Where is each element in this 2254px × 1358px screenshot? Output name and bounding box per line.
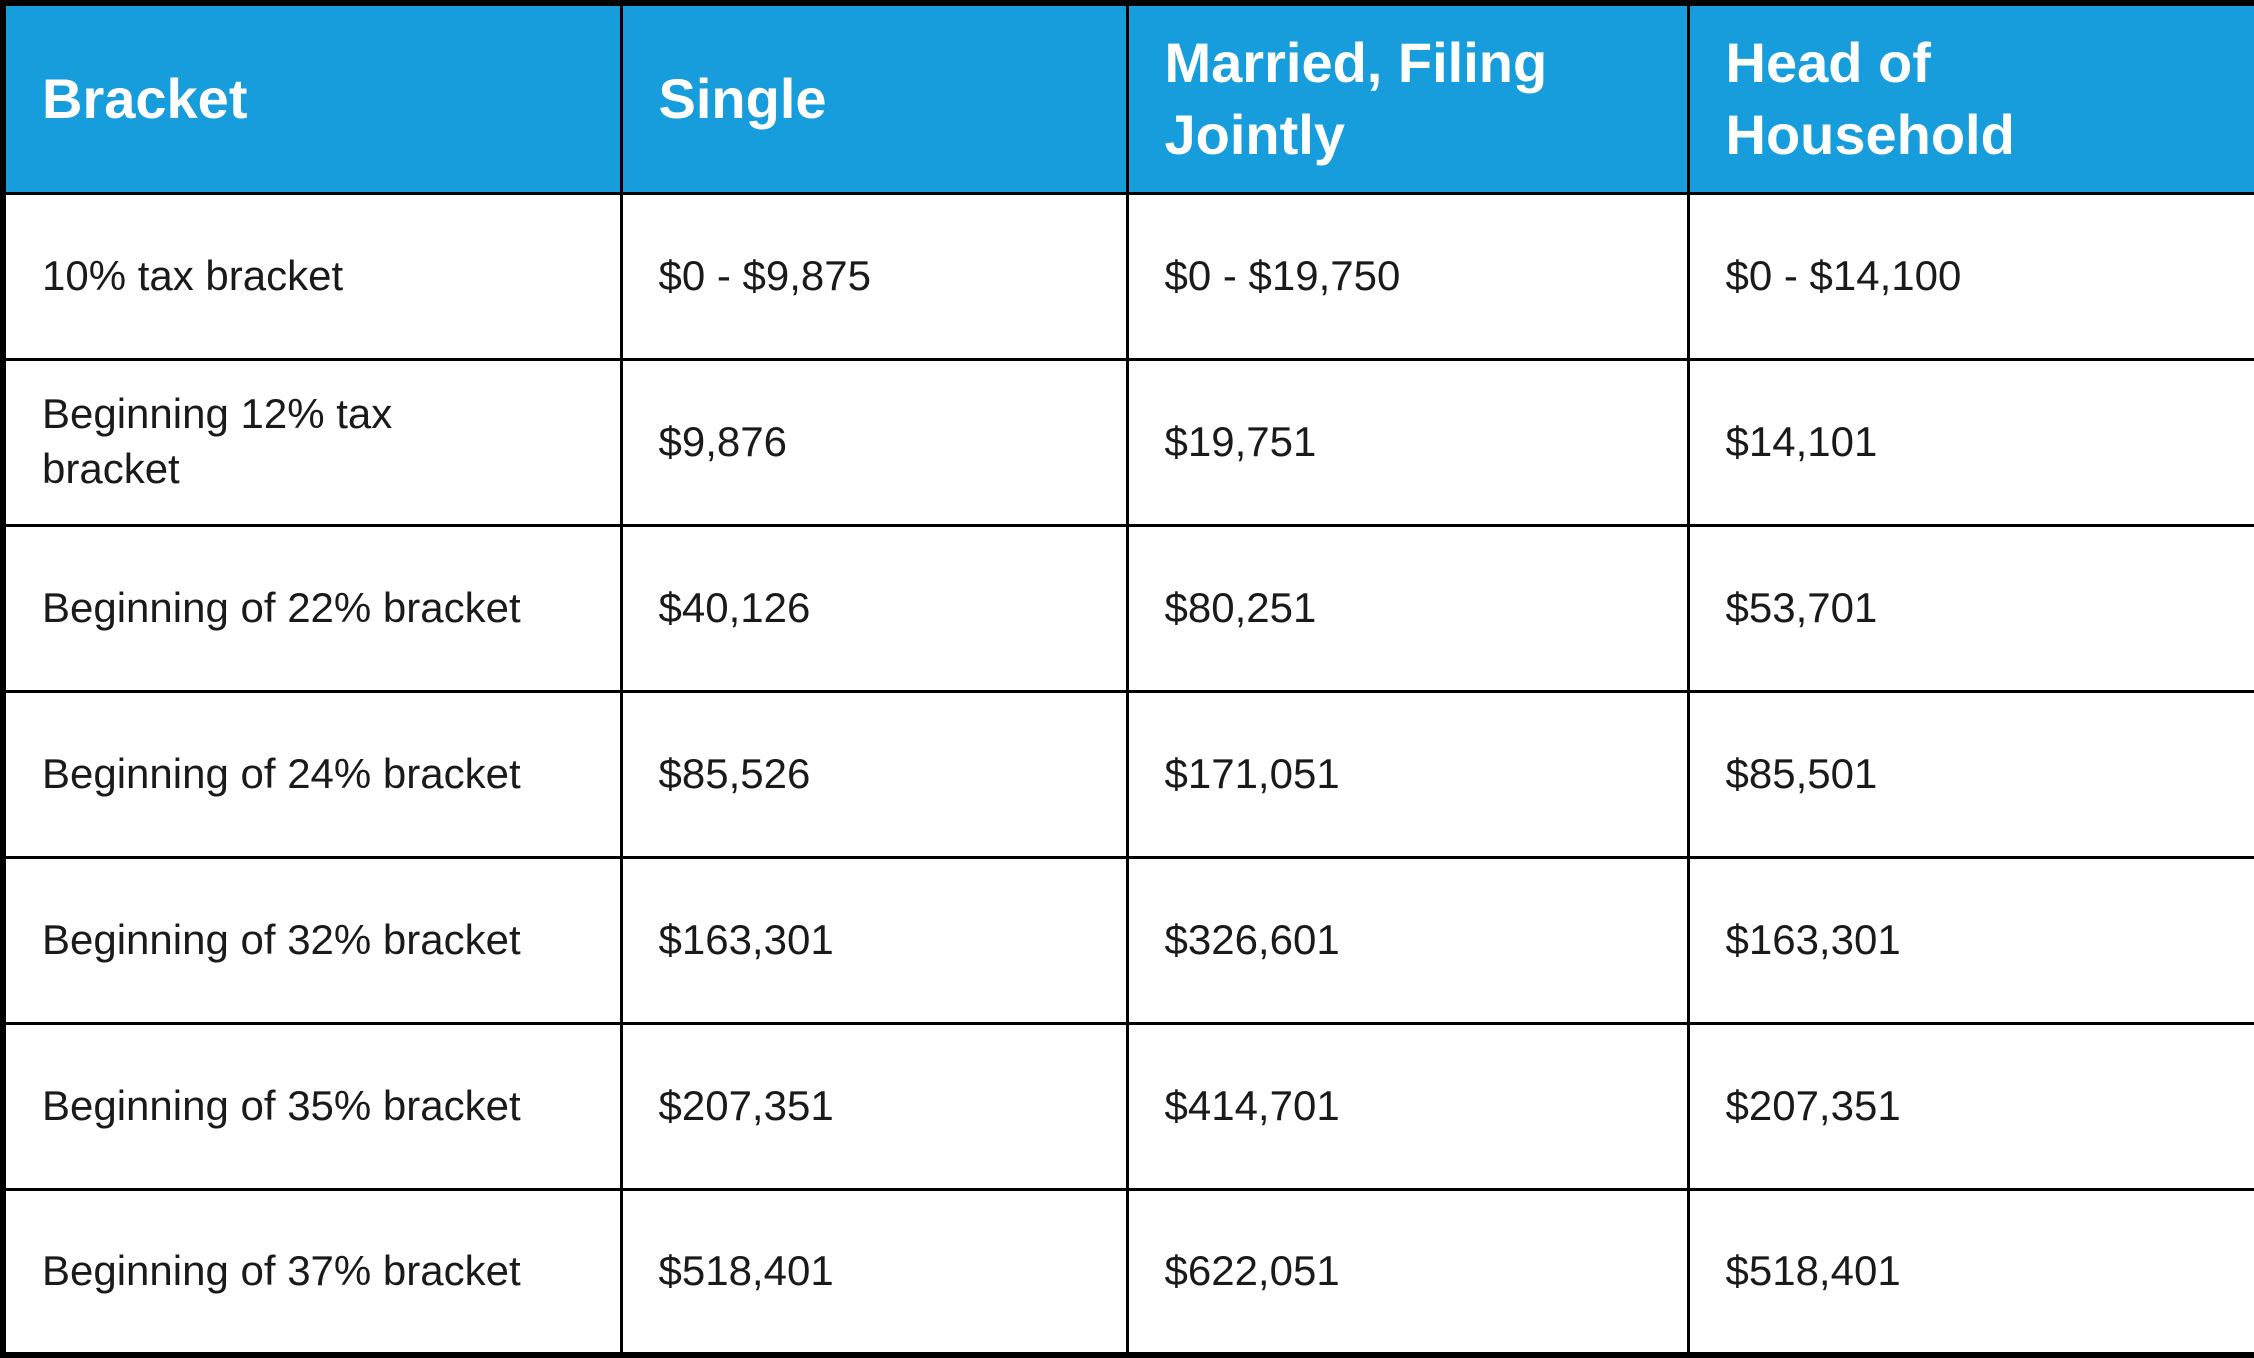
cell-bracket-label: Beginning of 37% bracket [1, 1187, 623, 1357]
table-row: Beginning of 24% bracket $85,526 $171,05… [1, 689, 2254, 859]
table-body: 10% tax bracket $0 - $9,875 $0 - $19,750… [1, 191, 2254, 1357]
cell-head-value: $163,301 [1686, 855, 2254, 1025]
cell-head-value: $207,351 [1686, 1021, 2254, 1191]
cell-bracket-label: Beginning 12% tax bracket [1, 357, 623, 527]
cell-bracket-label: 10% tax bracket [1, 191, 623, 361]
header-cell-bracket: Bracket [1, 1, 623, 195]
table-row: Beginning 12% tax bracket $9,876 $19,751… [1, 357, 2254, 527]
cell-head-value: $14,101 [1686, 357, 2254, 527]
cell-bracket-label: Beginning of 32% bracket [1, 855, 623, 1025]
cell-married-value: $19,751 [1125, 357, 1690, 527]
cell-head-value: $53,701 [1686, 523, 2254, 693]
cell-single-value: $40,126 [619, 523, 1129, 693]
cell-bracket-label: Beginning of 22% bracket [1, 523, 623, 693]
cell-married-value: $622,051 [1125, 1187, 1690, 1357]
cell-head-value: $85,501 [1686, 689, 2254, 859]
header-cell-married-filing-jointly: Married, Filing Jointly [1125, 1, 1690, 195]
header-cell-single: Single [619, 1, 1129, 195]
cell-single-value: $518,401 [619, 1187, 1129, 1357]
cell-married-value: $326,601 [1125, 855, 1690, 1025]
cell-single-value: $0 - $9,875 [619, 191, 1129, 361]
cell-married-value: $414,701 [1125, 1021, 1690, 1191]
table-header: Bracket Single Married, Filing Jointly H… [1, 1, 2254, 195]
cell-single-value: $207,351 [619, 1021, 1129, 1191]
cell-married-value: $171,051 [1125, 689, 1690, 859]
cell-head-value: $0 - $14,100 [1686, 191, 2254, 361]
cell-single-value: $163,301 [619, 855, 1129, 1025]
table-row: Beginning of 32% bracket $163,301 $326,6… [1, 855, 2254, 1025]
cell-married-value: $80,251 [1125, 523, 1690, 693]
header-cell-head-of-household: Head of Household [1686, 1, 2254, 195]
table-row: 10% tax bracket $0 - $9,875 $0 - $19,750… [1, 191, 2254, 361]
cell-bracket-label: Beginning of 24% bracket [1, 689, 623, 859]
table-row: Beginning of 35% bracket $207,351 $414,7… [1, 1021, 2254, 1191]
cell-single-value: $85,526 [619, 689, 1129, 859]
table-row: Beginning of 37% bracket $518,401 $622,0… [1, 1187, 2254, 1357]
table-row: Beginning of 22% bracket $40,126 $80,251… [1, 523, 2254, 693]
cell-head-value: $518,401 [1686, 1187, 2254, 1357]
cell-single-value: $9,876 [619, 357, 1129, 527]
cell-bracket-label: Beginning of 35% bracket [1, 1021, 623, 1191]
header-row: Bracket Single Married, Filing Jointly H… [1, 1, 2254, 195]
cell-married-value: $0 - $19,750 [1125, 191, 1690, 361]
